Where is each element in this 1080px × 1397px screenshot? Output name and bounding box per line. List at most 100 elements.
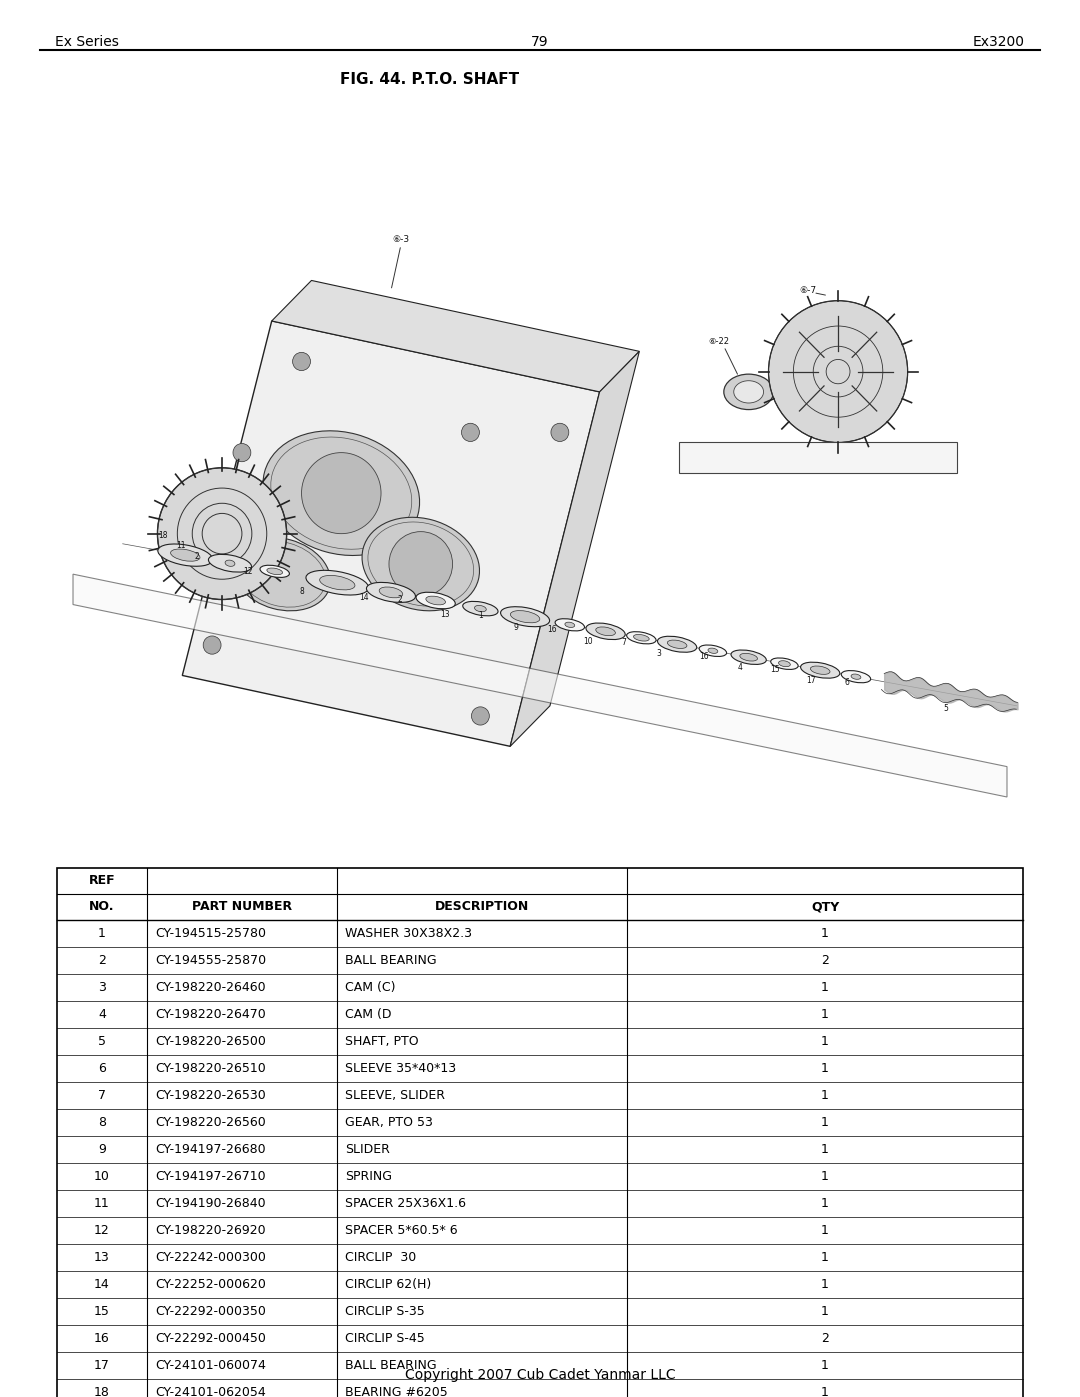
Text: 11: 11 xyxy=(176,541,186,550)
Text: 1: 1 xyxy=(821,1278,829,1291)
Bar xyxy=(57,868,1023,1397)
Text: 1: 1 xyxy=(821,981,829,995)
Polygon shape xyxy=(510,351,639,746)
Text: BEARING #6205: BEARING #6205 xyxy=(345,1386,448,1397)
Text: 1: 1 xyxy=(821,1116,829,1129)
Ellipse shape xyxy=(740,654,757,661)
Text: 14: 14 xyxy=(360,594,369,602)
Text: 1: 1 xyxy=(821,1143,829,1155)
Text: 6: 6 xyxy=(98,1062,106,1076)
Text: 10: 10 xyxy=(583,637,593,645)
Text: 15: 15 xyxy=(94,1305,110,1317)
Text: 1: 1 xyxy=(821,1250,829,1264)
Ellipse shape xyxy=(779,661,791,666)
Ellipse shape xyxy=(416,592,456,609)
Ellipse shape xyxy=(225,560,235,566)
Text: 12: 12 xyxy=(94,1224,110,1236)
Text: 16: 16 xyxy=(548,626,556,634)
Circle shape xyxy=(293,352,310,370)
Text: CY-22292-000450: CY-22292-000450 xyxy=(156,1331,266,1345)
Text: 1: 1 xyxy=(98,928,106,940)
Text: 8: 8 xyxy=(98,1116,106,1129)
Text: 9: 9 xyxy=(98,1143,106,1155)
Text: FIG. 44. P.T.O. SHAFT: FIG. 44. P.T.O. SHAFT xyxy=(340,73,519,87)
Text: 5: 5 xyxy=(98,1035,106,1048)
Text: SPRING: SPRING xyxy=(345,1171,392,1183)
Text: 4: 4 xyxy=(738,664,742,672)
Ellipse shape xyxy=(260,566,289,577)
Ellipse shape xyxy=(267,569,283,574)
Text: CAM (C): CAM (C) xyxy=(345,981,395,995)
Text: 2: 2 xyxy=(397,595,402,604)
Text: 18: 18 xyxy=(159,531,168,539)
Circle shape xyxy=(301,453,381,534)
Ellipse shape xyxy=(586,623,625,640)
Text: CY-194555-25870: CY-194555-25870 xyxy=(156,954,266,967)
Text: CY-198220-26920: CY-198220-26920 xyxy=(156,1224,266,1236)
Ellipse shape xyxy=(171,549,200,562)
Text: ⑥-3: ⑥-3 xyxy=(392,236,409,244)
Text: CIRCLIP 62(H): CIRCLIP 62(H) xyxy=(345,1278,431,1291)
Text: 5: 5 xyxy=(943,704,948,712)
Circle shape xyxy=(769,300,907,443)
Text: SPACER 25X36X1.6: SPACER 25X36X1.6 xyxy=(345,1197,465,1210)
Text: CAM (D: CAM (D xyxy=(345,1009,391,1021)
Text: ⑥-22: ⑥-22 xyxy=(708,337,729,345)
Polygon shape xyxy=(73,574,1007,796)
Text: SPACER 5*60.5* 6: SPACER 5*60.5* 6 xyxy=(345,1224,458,1236)
Ellipse shape xyxy=(262,430,420,556)
Circle shape xyxy=(472,707,489,725)
Circle shape xyxy=(233,443,251,462)
Ellipse shape xyxy=(511,610,540,623)
Ellipse shape xyxy=(462,601,498,616)
Text: 1: 1 xyxy=(821,1197,829,1210)
Text: SLEEVE 35*40*13: SLEEVE 35*40*13 xyxy=(345,1062,456,1076)
Text: CY-198220-26460: CY-198220-26460 xyxy=(156,981,266,995)
Text: QTY: QTY xyxy=(811,900,839,914)
Text: 16: 16 xyxy=(94,1331,110,1345)
Text: 1: 1 xyxy=(821,1305,829,1317)
Polygon shape xyxy=(183,321,599,746)
Ellipse shape xyxy=(158,543,213,566)
Ellipse shape xyxy=(474,605,486,612)
Text: 4: 4 xyxy=(98,1009,106,1021)
Text: BALL BEARING: BALL BEARING xyxy=(345,954,436,967)
Ellipse shape xyxy=(771,658,798,669)
Circle shape xyxy=(158,468,286,599)
Text: CY-22252-000620: CY-22252-000620 xyxy=(156,1278,266,1291)
Text: 12: 12 xyxy=(243,567,253,576)
Text: 2: 2 xyxy=(821,1331,829,1345)
Text: 10: 10 xyxy=(94,1171,110,1183)
Text: NO.: NO. xyxy=(90,900,114,914)
Ellipse shape xyxy=(733,381,764,402)
Text: 1: 1 xyxy=(821,1386,829,1397)
Ellipse shape xyxy=(366,583,416,602)
Text: CY-198220-26530: CY-198220-26530 xyxy=(156,1090,266,1102)
Text: 7: 7 xyxy=(98,1090,106,1102)
Text: 15: 15 xyxy=(771,665,780,673)
Text: Ex3200: Ex3200 xyxy=(973,35,1025,49)
Text: 18: 18 xyxy=(94,1386,110,1397)
Text: 1: 1 xyxy=(821,1009,829,1021)
Ellipse shape xyxy=(800,662,840,678)
Text: CIRCLIP S-35: CIRCLIP S-35 xyxy=(345,1305,424,1317)
Text: 2: 2 xyxy=(194,552,199,562)
Ellipse shape xyxy=(555,619,584,631)
Text: CY-198220-26510: CY-198220-26510 xyxy=(156,1062,266,1076)
Ellipse shape xyxy=(634,634,649,641)
Polygon shape xyxy=(272,281,639,391)
Text: 7: 7 xyxy=(621,638,626,647)
Text: 79: 79 xyxy=(531,35,549,49)
Text: ⑥-7: ⑥-7 xyxy=(799,286,816,295)
Text: 2: 2 xyxy=(98,954,106,967)
Circle shape xyxy=(461,423,480,441)
Text: 17: 17 xyxy=(94,1359,110,1372)
Text: CY-194197-26710: CY-194197-26710 xyxy=(156,1171,266,1183)
Text: 1: 1 xyxy=(821,1062,829,1076)
Text: 1: 1 xyxy=(821,1035,829,1048)
Ellipse shape xyxy=(626,631,656,644)
Text: GEAR, PTO 53: GEAR, PTO 53 xyxy=(345,1116,433,1129)
Text: CY-24101-060074: CY-24101-060074 xyxy=(156,1359,266,1372)
Ellipse shape xyxy=(565,622,575,627)
Text: 1: 1 xyxy=(821,928,829,940)
